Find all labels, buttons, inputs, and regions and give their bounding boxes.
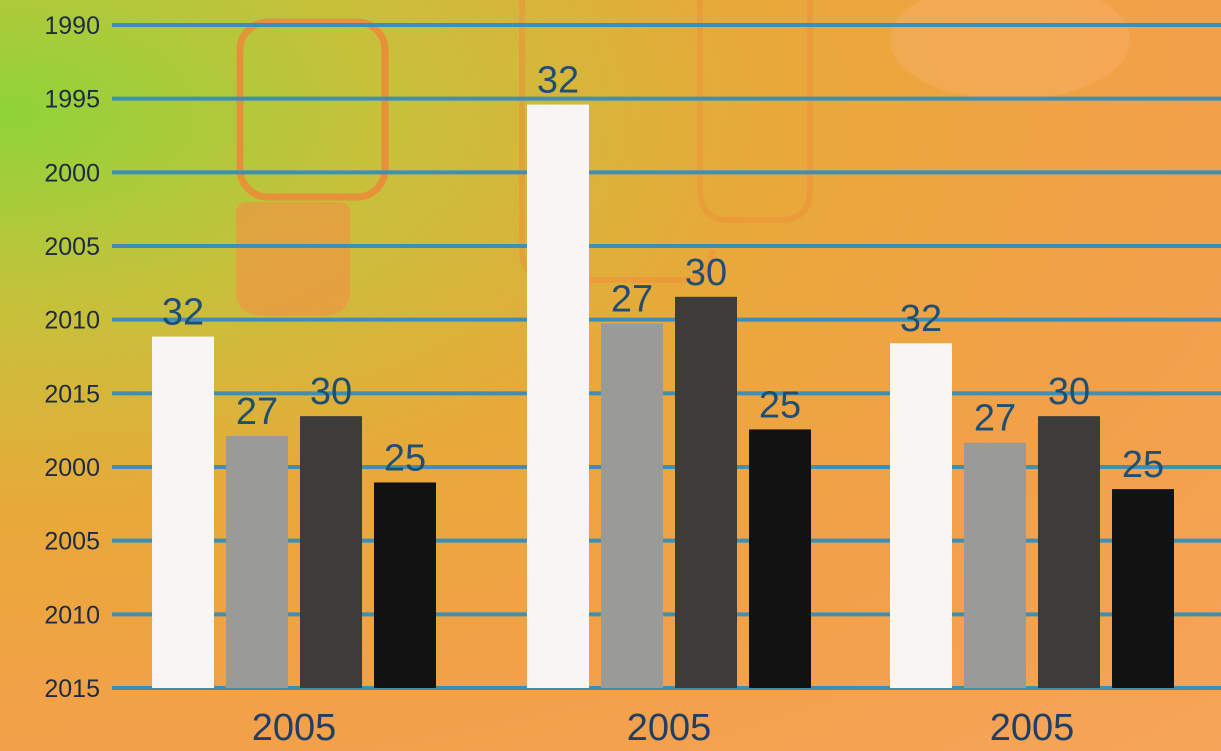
y-tick-label: 2005 [44,528,100,556]
bar [749,429,811,688]
data-label: 32 [900,298,942,340]
x-category-label: 2005 [990,707,1075,749]
bar [1112,489,1174,688]
x-category-label: 2005 [252,707,337,749]
bar [601,323,663,688]
bars [152,104,1174,688]
data-label: 25 [759,384,801,426]
bar [226,436,288,688]
y-tick-label: 2000 [44,159,100,187]
data-label: 30 [1048,371,1090,413]
x-category-label: 2005 [627,707,712,749]
bar [300,416,362,688]
y-tick-label: 2000 [44,454,100,482]
y-tick-label: 2015 [44,380,100,408]
y-tick-label: 1990 [44,12,100,40]
data-label: 25 [384,437,426,479]
x-axis-category-labels: 2005 2005 2005 [252,707,1075,749]
data-label: 32 [537,60,579,102]
data-label: 27 [236,391,278,433]
bar [890,343,952,688]
data-label: 30 [310,371,352,413]
data-label: 27 [974,398,1016,440]
y-tick-label: 2010 [44,601,100,629]
bar [374,482,436,688]
y-tick-label: 2015 [44,675,100,703]
bar [675,296,737,688]
background-decoration [236,0,1130,316]
y-tick-label: 2010 [44,307,100,335]
bar [527,104,589,688]
data-label: 27 [611,278,653,320]
gridlines [112,23,1221,690]
y-tick-label: 2005 [44,233,100,261]
bar [964,442,1026,688]
data-labels: 32 27 30 25 32 27 30 25 32 27 30 25 [162,60,1164,487]
bar [152,336,214,688]
data-label: 32 [162,292,204,334]
bar [1038,416,1100,688]
y-axis-tick-labels: 1990 1995 2000 2005 2010 2015 2000 2005 2010 2015 [44,12,100,703]
y-tick-label: 1995 [44,86,100,114]
data-label: 30 [685,252,727,294]
data-label: 25 [1122,444,1164,486]
